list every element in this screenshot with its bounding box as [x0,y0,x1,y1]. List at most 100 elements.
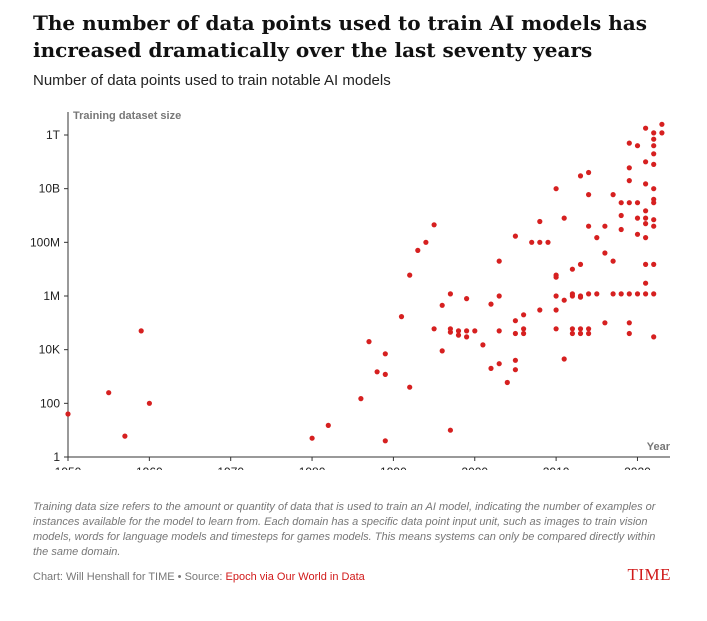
data-point [651,261,657,267]
data-point [626,200,632,206]
y-axis-label: Training dataset size [73,110,181,122]
data-point [464,296,470,302]
data-point [537,307,543,313]
data-point [618,226,624,233]
data-point [512,318,519,324]
data-point [626,291,632,297]
data-point [569,293,576,299]
data-point [569,326,576,332]
data-point [602,250,608,256]
data-point [407,384,413,390]
data-point [643,291,649,297]
data-point [586,223,592,229]
data-point [358,396,364,402]
data-point [586,169,592,176]
data-point [553,326,559,332]
data-point [643,221,649,227]
data-point [504,379,510,386]
data-point [512,330,519,337]
data-point [512,233,519,239]
data-point [496,258,502,264]
data-point [553,274,559,280]
data-point [651,217,657,223]
data-point [659,121,665,127]
data-point [626,165,632,171]
data-point [594,235,600,241]
data-point [618,200,624,206]
data-point [122,433,128,439]
data-point [586,330,592,337]
data-point [512,367,519,373]
data-point [106,390,112,396]
data-point [439,302,445,308]
y-tick-label: 10B [39,182,60,196]
y-tick-label: 1 [53,450,60,464]
data-point [643,181,649,187]
data-point [643,235,649,241]
data-point [569,330,576,337]
data-point [651,291,657,297]
data-point [561,297,567,303]
data-point [480,342,486,348]
data-point [634,200,641,206]
data-point [138,328,144,334]
data-point [643,261,649,267]
credit-prefix: Chart: Will Henshall for TIME • Source: [33,571,226,583]
data-point [447,427,453,433]
data-point [561,356,567,362]
data-point [496,293,502,299]
data-point [545,239,551,245]
y-tick-label: 100 [40,396,60,410]
data-point [374,369,380,375]
data-point [651,151,657,157]
data-point [651,161,657,167]
source-link[interactable]: Epoch via Our World in Data [225,571,365,583]
data-point [423,239,429,245]
data-point [65,411,71,417]
data-point [643,159,649,165]
time-logo: TIME [627,565,671,584]
y-tick-label: 100M [30,235,60,249]
data-point [146,400,152,406]
data-point [651,143,657,149]
data-point [651,200,657,206]
chart-subtitle: Number of data points used to train nota… [33,72,391,89]
data-point [488,365,494,371]
data-point [626,320,632,326]
data-point [634,215,641,221]
data-point [431,326,437,332]
data-point [464,334,470,340]
data-point [553,186,559,192]
data-point [553,293,559,299]
data-point [610,291,616,297]
data-point [415,247,421,253]
data-point [659,130,665,136]
data-point [577,330,584,337]
data-point [586,291,592,297]
data-point [586,192,592,198]
chart-title: The number of data points used to train … [33,11,647,62]
data-point [618,212,624,219]
chart-credit: Chart: Will Henshall for TIME • Source: … [33,571,365,583]
data-point [643,280,649,286]
data-point [643,125,649,131]
data-point [643,208,649,214]
data-point [569,266,576,272]
data-point [496,361,502,367]
data-point [643,215,649,221]
data-point [431,222,437,228]
data-point [537,218,543,225]
data-point [472,328,478,334]
data-point [626,178,632,184]
data-point [651,186,657,192]
data-point [626,140,632,146]
data-point [610,258,616,264]
data-point [455,332,462,338]
data-point [594,291,600,297]
x-tick-label: 2000 [461,465,488,470]
x-axis-label: Year [647,441,671,453]
data-point [634,291,641,297]
data-point [496,328,502,334]
data-point [398,314,405,320]
x-tick-label: 2010 [543,465,570,470]
